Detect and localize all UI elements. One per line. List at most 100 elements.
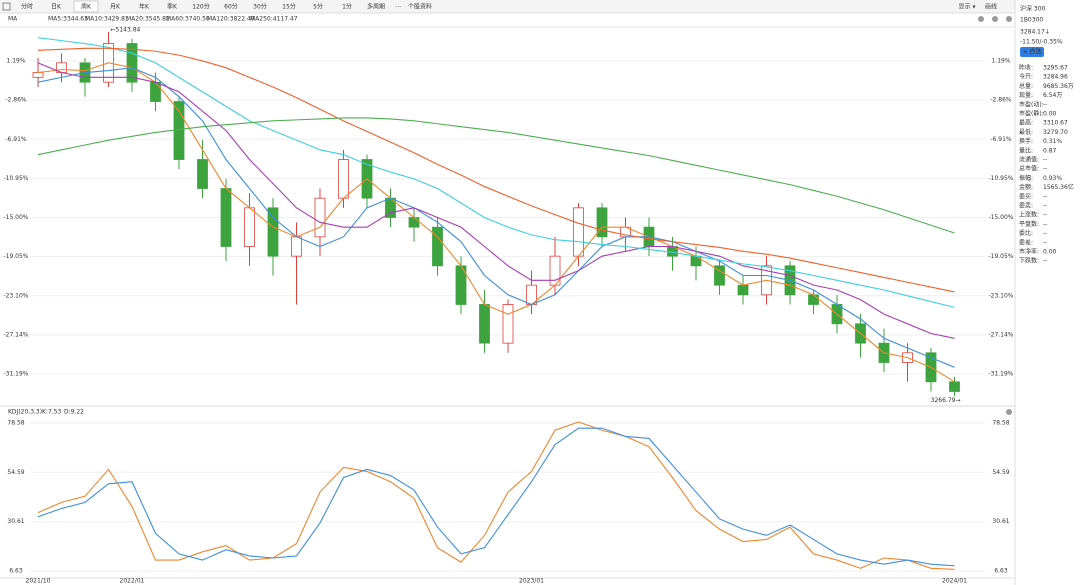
icon[interactable] xyxy=(1006,409,1012,415)
toolbar-button[interactable]: 显示 ▾ xyxy=(959,4,976,11)
y-tick-label: 54.59 xyxy=(7,469,24,476)
tab[interactable]: 120分 xyxy=(192,3,209,11)
watch-button-bg[interactable] xyxy=(1020,47,1044,57)
y-tick-label-right: -23.10% xyxy=(988,292,1013,299)
y-tick-label: 30.61 xyxy=(7,518,24,525)
y-tick-label-right: -2.86% xyxy=(990,97,1012,104)
y-tick-label-right: -6.91% xyxy=(990,136,1012,143)
y-tick-label-right: -31.19% xyxy=(988,370,1013,377)
candle-body xyxy=(150,81,161,102)
series-line xyxy=(37,421,955,570)
stat-value: -- xyxy=(1043,212,1047,219)
watch-button[interactable]: + 自选 xyxy=(1023,48,1042,56)
candle-body xyxy=(737,284,749,296)
series-line xyxy=(37,427,955,567)
low-annotation: 3266.79→ xyxy=(931,397,961,404)
y-tick-label: 1.19% xyxy=(6,58,25,65)
stat-label: 委买: xyxy=(1019,192,1033,200)
stat-label: 总量: xyxy=(1019,82,1033,90)
stat-value: 0.00 xyxy=(1043,249,1057,256)
candle-body xyxy=(197,159,208,189)
stat-label: 现量: xyxy=(1019,92,1033,99)
icon[interactable] xyxy=(1006,16,1012,22)
quote-code: 1B0300 xyxy=(1020,17,1043,24)
y-tick-label-right: 6.63 xyxy=(994,568,1008,575)
series-line xyxy=(37,67,955,368)
tab[interactable]: 分时 xyxy=(21,3,33,11)
stat-label: 委卖: xyxy=(1019,202,1033,210)
candle-body xyxy=(291,236,302,257)
stat-value: 9685.36万 xyxy=(1043,83,1074,90)
stat-label: 最低: xyxy=(1019,128,1033,136)
active-tab-bg xyxy=(73,0,99,13)
pane-icons xyxy=(978,16,1012,415)
tab[interactable]: 15分 xyxy=(282,3,296,11)
stat-label: 流通值: xyxy=(1019,156,1039,164)
y-tick-label: -19.05% xyxy=(3,253,28,260)
y-tick-label-right: -10.95% xyxy=(988,175,1013,182)
candle-body xyxy=(408,217,420,228)
tab[interactable]: 周K xyxy=(81,4,92,11)
menu-icon[interactable] xyxy=(2,2,11,11)
tab[interactable]: 60分 xyxy=(224,3,238,11)
legend-entry: K:7.53 xyxy=(42,409,61,416)
stat-label: 市盈(静): xyxy=(1019,110,1044,118)
icon[interactable] xyxy=(978,16,984,22)
legend-entry: MA120:3822.40 xyxy=(207,16,255,23)
candle-body xyxy=(502,304,514,344)
stat-value: 3284.96 xyxy=(1043,74,1068,81)
toolbar-button[interactable]: 画线 xyxy=(985,3,997,11)
tab[interactable]: ⋯ xyxy=(395,4,401,11)
tab[interactable]: 个股资料 xyxy=(408,3,432,11)
stat-label: 平盘数: xyxy=(1019,220,1039,228)
stat-value: -- xyxy=(1043,239,1047,246)
stat-label: 量比: xyxy=(1019,146,1033,154)
series-line xyxy=(37,117,955,234)
icon[interactable] xyxy=(992,16,998,22)
y-tick-label: -31.19% xyxy=(3,370,28,377)
stat-value: -- xyxy=(1043,193,1047,200)
stat-value: -- xyxy=(1043,258,1047,265)
candle-body xyxy=(714,265,725,286)
tab[interactable]: 5分 xyxy=(313,3,323,11)
legend-entry: MA5:3344.63 xyxy=(48,16,88,23)
y-tick-label: -6.91% xyxy=(5,136,27,143)
stat-value: 6.54万 xyxy=(1043,92,1062,99)
candle-body xyxy=(32,72,44,78)
candle-body xyxy=(244,207,255,247)
candle-body xyxy=(479,304,490,344)
y-tick-label-right: -19.05% xyxy=(988,253,1013,260)
stat-label: 委比: xyxy=(1019,229,1033,237)
stat-label: 总市值: xyxy=(1019,165,1039,173)
candle-body xyxy=(949,381,960,392)
x-tick-label: 2021/10 xyxy=(26,578,51,585)
y-tick-label-right: -15.00% xyxy=(988,214,1013,221)
stat-value: -- xyxy=(1043,101,1047,108)
x-tick-label: 2024/01 xyxy=(942,578,967,585)
tab[interactable]: 30分 xyxy=(253,3,267,11)
stat-label: 委差: xyxy=(1019,238,1033,246)
series-line xyxy=(37,37,955,308)
y-tick-label-right: 30.61 xyxy=(992,518,1009,525)
candle-body xyxy=(267,207,279,257)
legend-entry: MA60:3740.50 xyxy=(166,16,210,23)
quote-change: -11.50/-0.35% xyxy=(1020,39,1063,46)
y-tick-label: -15.00% xyxy=(3,214,28,221)
tab[interactable]: 月K xyxy=(110,4,121,11)
stat-label: 市净率: xyxy=(1019,248,1039,256)
tab[interactable]: 多周期 xyxy=(367,3,385,11)
stat-value: -- xyxy=(1043,221,1047,228)
y-tick-label: 78.58 xyxy=(7,419,24,426)
stat-value: 3279.70 xyxy=(1043,129,1068,136)
stat-label: 昨收: xyxy=(1019,64,1033,72)
stat-value: 3310.67 xyxy=(1043,120,1068,127)
y-tick-label: -27.14% xyxy=(3,331,28,338)
tab[interactable]: 季K xyxy=(167,3,178,11)
stat-label: 上涨数: xyxy=(1019,211,1039,219)
y-tick-label: 6.63 xyxy=(9,568,23,575)
tab[interactable]: 日K xyxy=(51,4,62,11)
tab[interactable]: 年K xyxy=(139,3,150,11)
tab[interactable]: 1分 xyxy=(342,3,352,11)
y-tick-label-right: 1.19% xyxy=(991,58,1010,65)
